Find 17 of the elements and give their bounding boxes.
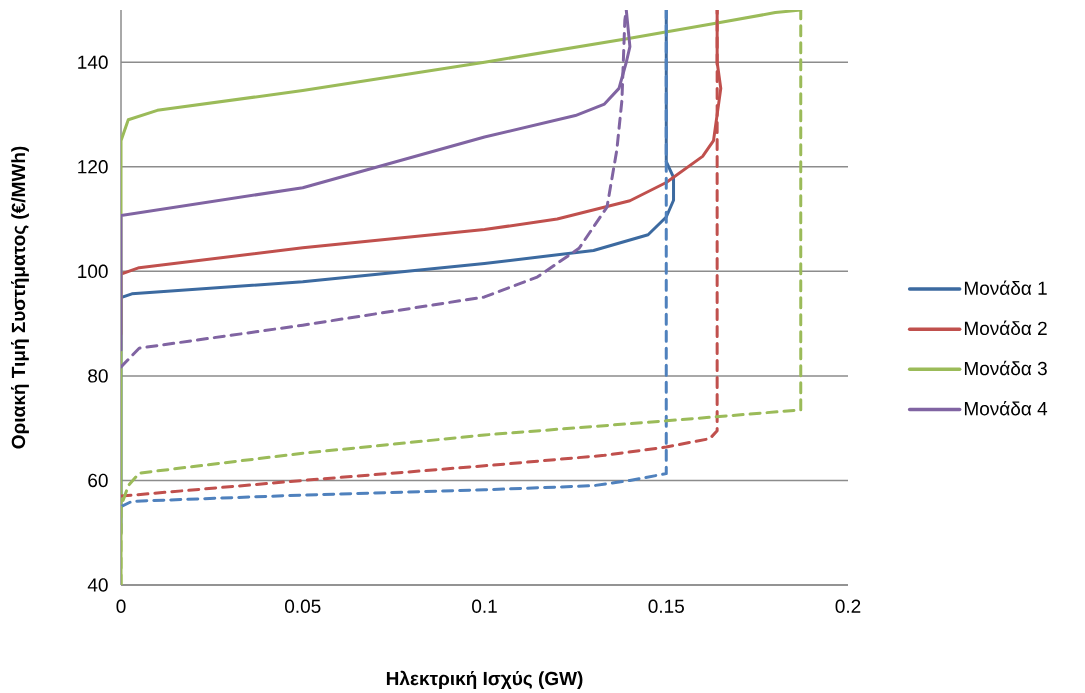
y-tick-label: 120 [78, 160, 108, 174]
x-tick-label: 0.05 [285, 599, 321, 613]
legend-label: Μονάδα 4 [964, 400, 1048, 416]
y-tick-label: 100 [78, 264, 108, 279]
legend-label: Μονάδα 1 [964, 280, 1047, 295]
x-tick-label: 0.15 [648, 599, 684, 613]
x-tick-label: 0 [116, 599, 126, 613]
x-tick-label: 0.2 [835, 599, 861, 613]
y-axis-title: Οριακή Τιμή Συστήματος (€/MWh) [10, 146, 29, 449]
legend-label: Μονάδα 2 [964, 320, 1047, 336]
y-tick-label: 140 [78, 55, 108, 69]
y-tick-label: 80 [88, 369, 108, 383]
x-tick-label: 0.1 [472, 599, 497, 613]
y-tick-label: 40 [87, 578, 108, 592]
y-tick-label: 60 [88, 473, 108, 488]
legend-label: Μονάδα 3 [964, 360, 1047, 376]
x-axis-title: Ηλεκτρική Ισχύς (GW) [386, 670, 583, 689]
